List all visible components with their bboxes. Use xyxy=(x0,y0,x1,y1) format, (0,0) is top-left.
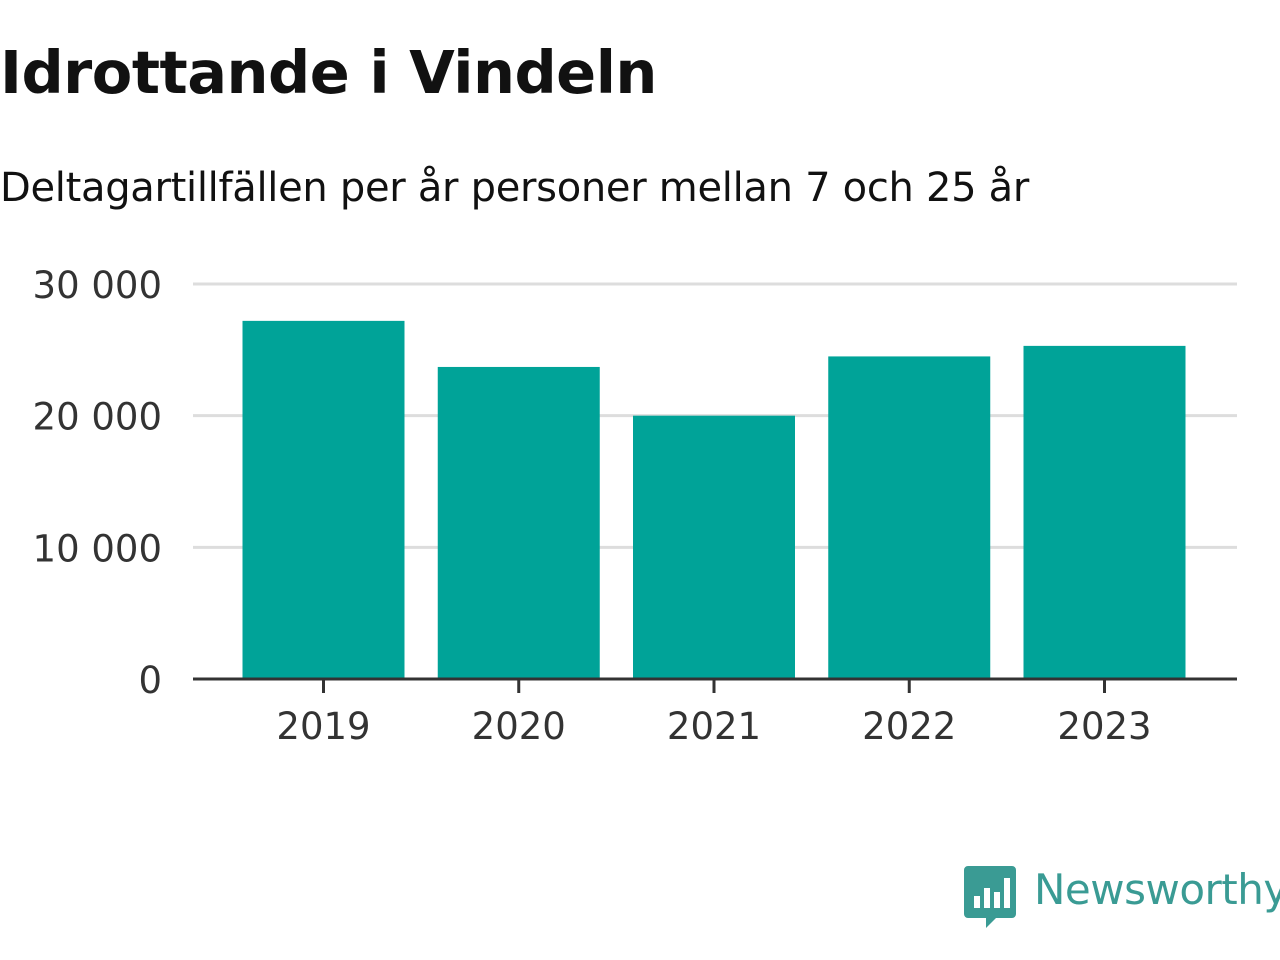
bar-2023 xyxy=(1023,345,1186,679)
bar-2021 xyxy=(633,415,795,679)
y-tick-label: 30 000 xyxy=(33,264,162,307)
bar-2020 xyxy=(437,366,600,679)
y-tick-label: 10 000 xyxy=(33,527,162,570)
x-axis-tick-labels: 2019 2020 2021 2022 2023 xyxy=(276,705,1151,748)
x-tick-label: 2021 xyxy=(667,705,761,748)
y-axis-tick-labels: 0 10 000 20 000 30 000 xyxy=(33,264,162,702)
bar-2019 xyxy=(242,320,405,679)
y-tick-label: 0 xyxy=(138,659,162,702)
x-tick-label: 2020 xyxy=(472,705,566,748)
newsworthy-logo-text: Newsworthy xyxy=(1034,865,1280,914)
y-tick-label: 20 000 xyxy=(33,396,162,439)
x-tick-label: 2023 xyxy=(1057,705,1151,748)
x-axis xyxy=(193,677,1237,693)
chart-subtitle: Deltagartillfällen per år personer mella… xyxy=(0,165,1030,211)
chart-title: Idrottande i Vindeln xyxy=(0,38,657,107)
newsworthy-logo: Newsworthy xyxy=(964,862,1280,932)
x-tick-label: 2019 xyxy=(276,705,370,748)
bars xyxy=(242,320,1186,679)
bar-2022 xyxy=(828,356,991,679)
newsworthy-logo-icon xyxy=(964,866,1016,928)
x-tick-label: 2022 xyxy=(862,705,956,748)
